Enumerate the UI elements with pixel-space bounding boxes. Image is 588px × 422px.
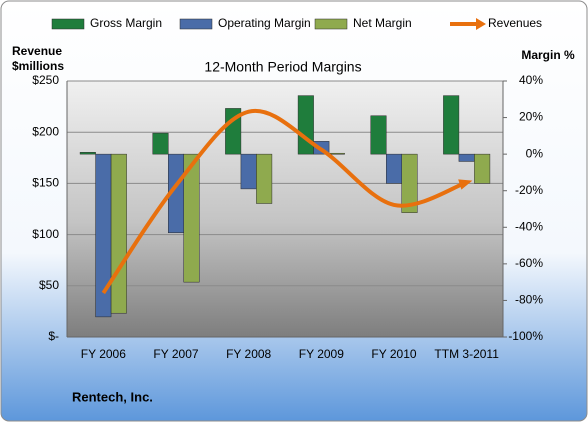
y-tick-label: $50	[39, 278, 59, 292]
bar	[370, 115, 387, 155]
legend-swatch	[179, 18, 213, 30]
y-tick-label: $150	[32, 176, 59, 190]
x-tick-label: FY 2007	[153, 347, 198, 361]
x-tick-label: FY 2006	[81, 347, 126, 361]
y2-tick-label: 20%	[519, 110, 543, 124]
y2-tick-label: -80%	[515, 293, 543, 307]
bar	[443, 95, 460, 155]
x-tick-label: FY 2009	[299, 347, 344, 361]
footer: Rentech, Inc.	[72, 389, 153, 404]
legend-label: Operating Margin	[218, 16, 311, 30]
y-axis-label: Revenue	[12, 44, 62, 58]
x-tick-label: TTM 3-2011	[434, 347, 499, 361]
bar	[458, 153, 475, 162]
y2-axis-label: Margin %	[521, 48, 575, 62]
y2-tick-label: 0%	[526, 146, 544, 160]
bar	[386, 153, 402, 184]
y2-tick-label: -20%	[515, 183, 543, 197]
revenue-line	[101, 108, 468, 295]
x-tick-label: FY 2008	[226, 347, 271, 361]
legend-label: Revenues	[488, 16, 542, 30]
y-tick-label: $100	[32, 227, 59, 241]
chart-title: 12-Month Period Margins	[204, 59, 361, 75]
legend-swatch	[51, 18, 85, 30]
bar	[225, 108, 242, 155]
bar	[79, 152, 96, 155]
legend-arrowhead	[476, 18, 486, 30]
y2-tick-label: -60%	[515, 256, 543, 270]
legend-swatch	[314, 18, 348, 30]
bar	[401, 153, 418, 213]
y2-tick-label: 40%	[519, 73, 543, 87]
plot-area	[67, 81, 503, 337]
legend-label: Net Margin	[353, 16, 412, 30]
bar	[152, 132, 169, 155]
bar	[297, 95, 314, 155]
y2-tick-label: -100%	[508, 329, 543, 343]
bar	[328, 152, 345, 155]
y-tick-label: $250	[32, 73, 59, 87]
bar	[240, 153, 257, 190]
y2-tick-label: -40%	[515, 219, 543, 233]
bar	[183, 153, 200, 283]
y-tick-label: $200	[32, 124, 59, 138]
bar	[256, 153, 273, 204]
x-tick-label: FY 2010	[371, 347, 416, 361]
line-arrowhead	[458, 179, 473, 190]
y-axis-label: $millions	[12, 59, 64, 73]
bar	[110, 153, 127, 314]
bar	[474, 153, 491, 184]
legend-label: Gross Margin	[90, 16, 162, 30]
y-tick-label: $-	[48, 329, 59, 343]
